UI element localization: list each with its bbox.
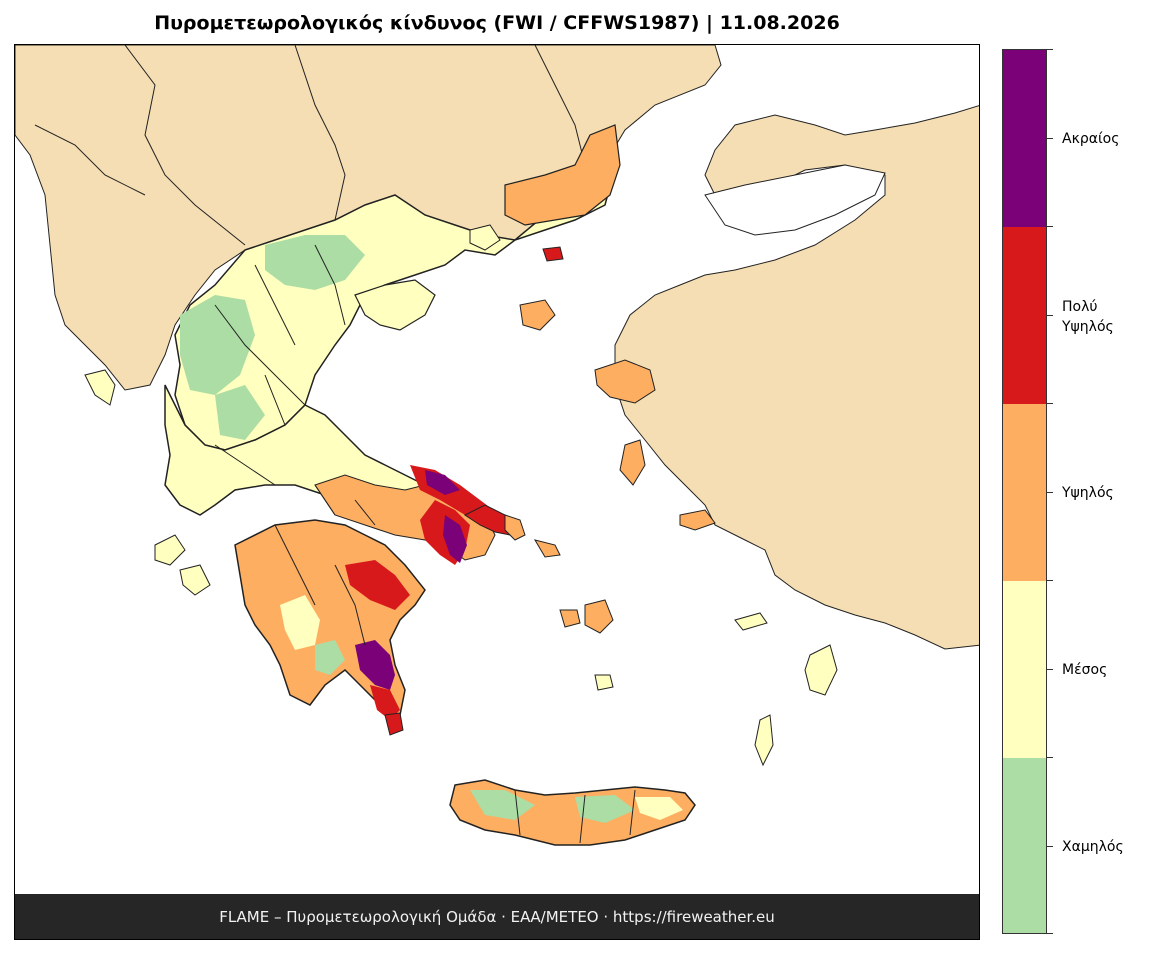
boeotia-extreme (425, 470, 460, 495)
colorbar-tick (1047, 846, 1053, 847)
tinos (533, 539, 561, 558)
turkey-landmass (614, 105, 979, 650)
colorbar-tick (1047, 492, 1053, 493)
crete-mid (635, 797, 683, 820)
colorbar-tick (1047, 933, 1053, 934)
colorbar (1002, 49, 1047, 934)
colorbar-moderate (1003, 581, 1046, 758)
kefalonia (154, 534, 186, 566)
laconia-extreme (355, 640, 395, 690)
map-footer: FLAME – Πυρομετεωρολογική Ομάδα · ΕΑΑ/ME… (15, 894, 979, 939)
low-zone-macedonia (265, 235, 365, 290)
lesvos (594, 359, 656, 404)
colorbar-tick (1047, 757, 1053, 758)
colorbar-low (1003, 758, 1046, 933)
santorini (594, 674, 614, 691)
crete-low (470, 790, 535, 820)
colorbar-tick (1047, 315, 1053, 316)
map-panel[interactable]: FLAME – Πυρομετεωρολογική Ομάδα · ΕΑΑ/ME… (14, 44, 980, 940)
thrace-high (504, 124, 621, 226)
paros (559, 609, 581, 628)
corfu (84, 369, 116, 406)
argolida-veryhigh (345, 560, 410, 610)
colorbar-high (1003, 404, 1046, 581)
laconia-veryhigh (370, 685, 400, 720)
pelop-low2 (315, 640, 345, 675)
colorbar-tick (1047, 403, 1053, 404)
legend-label-low: Χαμηλός (1062, 839, 1124, 855)
chios (619, 439, 646, 486)
map-title: Πυρομετεωρολογικός κίνδυνος (FWI / CFFWS… (154, 12, 840, 34)
limnos (519, 299, 556, 331)
chalkidiki (354, 279, 436, 331)
attica-extreme (443, 515, 467, 563)
pelop-low (280, 595, 320, 650)
kos (734, 612, 768, 631)
fire-danger-map (15, 45, 979, 846)
low-zone-central (215, 385, 265, 440)
low-zone-epirus (180, 295, 255, 395)
andros (504, 514, 526, 541)
colorbar-tick (1047, 669, 1053, 670)
colorbar-very-high (1003, 227, 1046, 404)
legend-label-very-high: Πολύ Υψηλός (1062, 299, 1114, 335)
peloponnese (234, 519, 426, 717)
kythira (384, 712, 404, 736)
naxos (584, 599, 614, 634)
legend-label-high: Υψηλός (1062, 485, 1114, 501)
samos (679, 509, 716, 531)
legend-label-extreme: Ακραίος (1062, 131, 1120, 147)
colorbar-tick (1047, 49, 1053, 50)
colorbar-tick (1047, 580, 1053, 581)
colorbar-tick (1047, 138, 1053, 139)
thasos (469, 224, 501, 251)
colorbar-tick (1047, 226, 1053, 227)
crete-low2 (575, 795, 635, 823)
samothraki (542, 246, 564, 262)
zakynthos (179, 564, 211, 596)
rhodes (804, 644, 838, 696)
legend-label-moderate: Μέσος (1062, 662, 1108, 678)
colorbar-extreme (1003, 50, 1046, 227)
karpathos (754, 714, 774, 767)
